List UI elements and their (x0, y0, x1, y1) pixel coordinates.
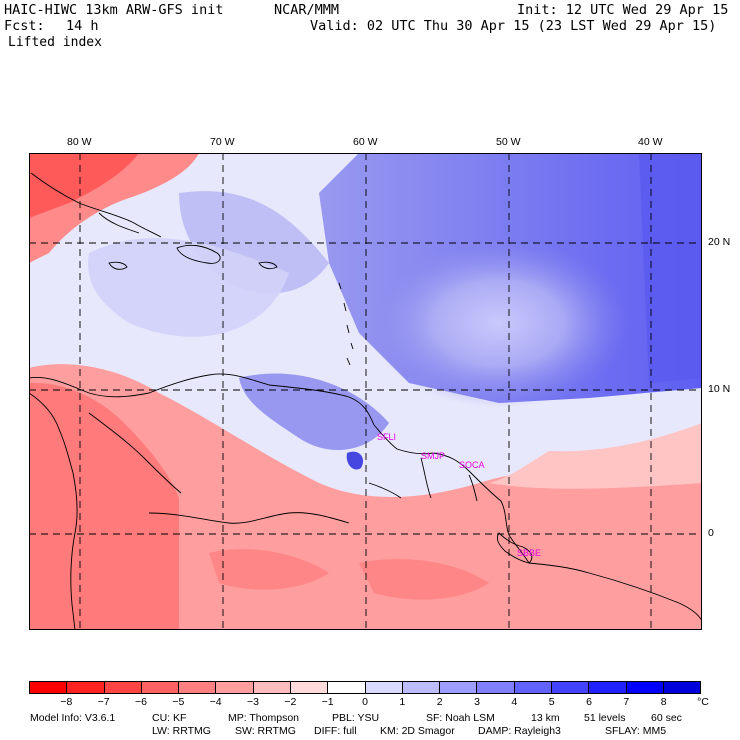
colorbar-tick-label: 2 (436, 696, 443, 708)
colorbar-swatch (253, 682, 291, 693)
footer-model-info: Model Info: V3.6.1 (30, 712, 116, 724)
pacific-coast (29, 392, 78, 630)
amazon-unstable-patch (209, 549, 329, 590)
lat-label-10n: 10 N (708, 383, 731, 395)
south-america-north-coast (29, 373, 702, 622)
footer-damp: DAMP: Rayleigh3 (478, 725, 561, 737)
colorbar-swatch (626, 682, 664, 693)
lat-label-20n: 20 N (708, 236, 731, 248)
puerto-rico-coast (258, 261, 278, 270)
footer-resolution: 13 km (531, 712, 560, 724)
lon-label-80w: 80 W (67, 136, 92, 148)
map-frame (29, 153, 702, 630)
footer-lw: LW: RRTMG (152, 725, 211, 737)
colorbar-swatch (402, 682, 441, 693)
equatorial-light-red-band (489, 423, 702, 489)
lon-label-60w: 60 W (353, 136, 378, 148)
amazon-border (148, 512, 350, 524)
colorbar-tick-label: 1 (399, 696, 406, 708)
colorbar-tick-label: 4 (511, 696, 518, 708)
valid-time: Valid: 02 UTC Thu 30 Apr 15 (23 LST Wed … (310, 18, 717, 34)
colorbar-tick-label: −4 (209, 696, 222, 708)
colorbar-swatch (290, 682, 329, 693)
footer-mp: MP: Thompson (228, 712, 300, 724)
brazil-unstable-patch (359, 559, 489, 600)
cuba-coast (30, 172, 162, 238)
station-label-sfli: SFLI (377, 432, 396, 442)
lesser-antilles (338, 282, 354, 366)
footer-diff: DIFF: full (314, 725, 357, 737)
colorbar-swatch (514, 682, 552, 693)
station-label-sbbe: SBBE (517, 548, 541, 558)
footer-cu: CU: KF (152, 712, 187, 724)
colombia-unstable-core (29, 382, 179, 630)
colorbar-swatch (104, 682, 142, 693)
footer-km: KM: 2D Smagor (380, 725, 455, 737)
colorbar-tick-label: −8 (60, 696, 73, 708)
guiana-borders (368, 457, 478, 502)
hispaniola-coast (176, 244, 221, 264)
footer-timestep: 60 sec (651, 712, 682, 724)
coastlines (29, 172, 702, 630)
footer-sflay: SFLAY: MM5 (605, 725, 667, 737)
colorbar (29, 681, 701, 694)
colorbar-unit: °C (697, 696, 709, 708)
footer-sf: SF: Noah LSM (426, 712, 495, 724)
station-label-soca: SOCA (459, 460, 485, 470)
colorbar-tick-label: 6 (586, 696, 592, 708)
colorbar-swatch (328, 682, 366, 693)
colorbar-swatch (365, 682, 403, 693)
colorbar-tick-label: −3 (247, 696, 259, 708)
colorbar-tick-label: 3 (474, 696, 480, 708)
jamaica-coast (108, 261, 128, 270)
colorbar-swatch (440, 682, 478, 693)
colorbar-swatch (179, 682, 217, 693)
far-east-stable-band (639, 153, 702, 383)
colombia-border (88, 412, 182, 494)
colorbar-tick-label: −5 (172, 696, 185, 708)
guyana-deep-blue-cell (346, 451, 364, 470)
colorbar-tick-label: 7 (623, 696, 630, 708)
model-title: HAIC-HIWC 13km ARW-GFS init (4, 2, 224, 18)
marajo-island (496, 532, 533, 564)
footer-pbl: PBL: YSU (332, 712, 380, 724)
cyclonic-swirl (369, 238, 629, 408)
footer-levels: 51 levels (584, 712, 626, 724)
colorbar-tick-label: −7 (97, 696, 110, 708)
colorbar-swatch (141, 682, 180, 693)
colorbar-swatch (551, 682, 590, 693)
footer-sw: SW: RRTMG (235, 725, 296, 737)
lat-label-0: 0 (708, 527, 714, 539)
colorbar-swatch (663, 682, 701, 693)
colorbar-swatch (67, 682, 105, 693)
forecast-label: Fcst: (4, 18, 45, 34)
org-label: NCAR/MMM (274, 2, 340, 18)
caribbean-light-blue (88, 238, 290, 337)
colorbar-tick-label: 5 (548, 696, 555, 708)
colorbar-swatch (216, 682, 254, 693)
station-label-smjp: SMJP (421, 451, 445, 461)
colorbar-swatch (30, 682, 68, 693)
colorbar-tick-label: 8 (660, 696, 667, 708)
colorbar-tick-label: 0 (362, 696, 368, 708)
colorbar-swatch (589, 682, 627, 693)
florida-unstable-core (29, 153, 139, 218)
forecast-hour: 14 h (66, 18, 99, 34)
init-time: Init: 12 UTC Wed 29 Apr 15 (517, 2, 729, 18)
colorbar-tick-label: −1 (321, 696, 334, 708)
venezuela-blue-patch (239, 373, 389, 450)
lon-label-70w: 70 W (210, 136, 235, 148)
colorbar-tick-label: −2 (284, 696, 297, 708)
graticule (29, 153, 702, 630)
colorbar-tick-label: −6 (135, 696, 147, 708)
lon-label-40w: 40 W (638, 136, 663, 148)
field-name: Lifted index (8, 35, 102, 50)
colorbar-swatch (477, 682, 515, 693)
lifted-index-map: SFLI SMJP SOCA SBBE (29, 153, 702, 630)
lon-label-50w: 50 W (496, 136, 521, 148)
